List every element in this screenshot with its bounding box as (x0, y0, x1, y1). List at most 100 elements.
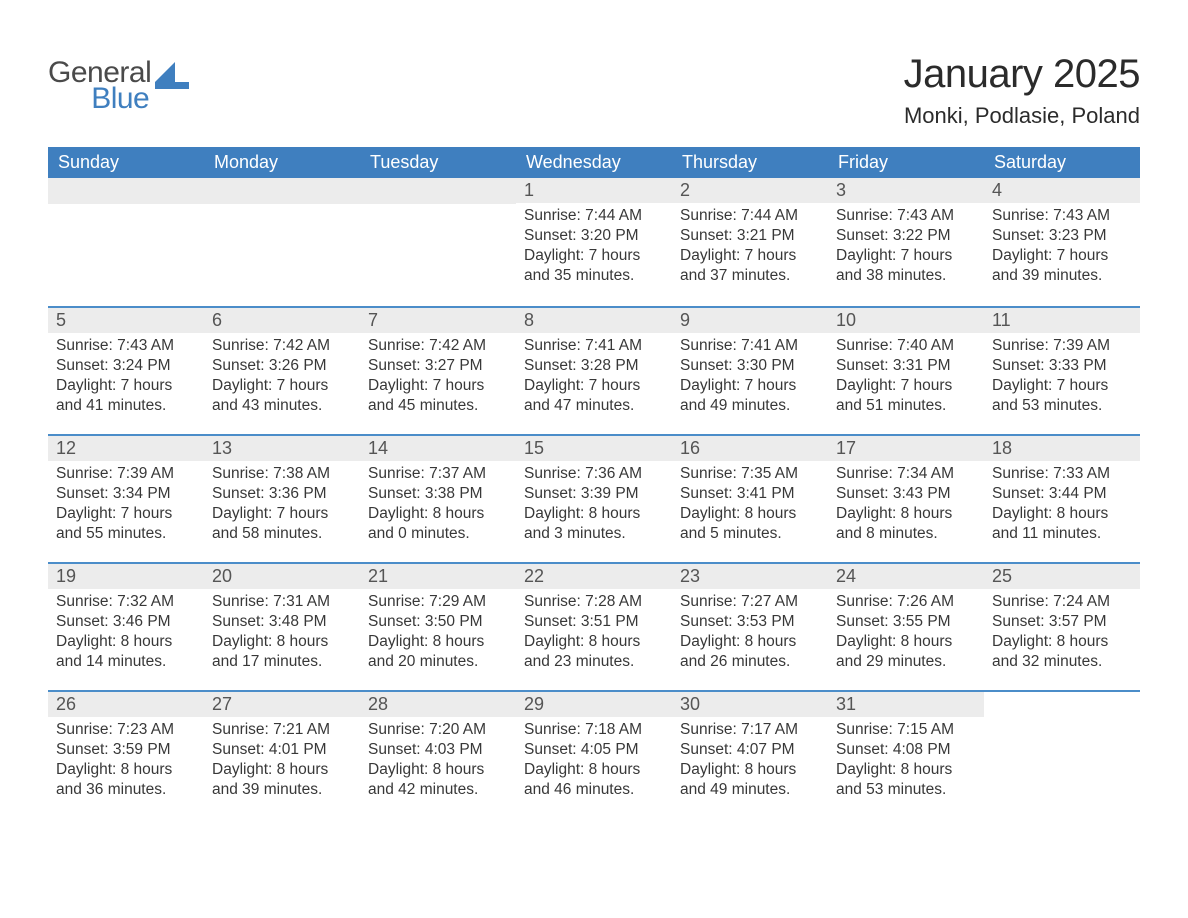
sunset-line: Sunset: 3:36 PM (212, 484, 352, 504)
empty-day (984, 690, 1140, 696)
calendar-week-row: 1Sunrise: 7:44 AMSunset: 3:20 PMDaylight… (48, 178, 1140, 306)
sunrise-line: Sunrise: 7:26 AM (836, 592, 976, 612)
sunrise-line: Sunrise: 7:38 AM (212, 464, 352, 484)
day-number: 2 (672, 178, 828, 203)
sunset-line: Sunset: 4:01 PM (212, 740, 352, 760)
day-number: 23 (672, 562, 828, 589)
sunset-line: Sunset: 3:46 PM (56, 612, 196, 632)
sunset-line: Sunset: 3:41 PM (680, 484, 820, 504)
sunset-line: Sunset: 3:59 PM (56, 740, 196, 760)
sunrise-line: Sunrise: 7:23 AM (56, 720, 196, 740)
calendar-cell: 29Sunrise: 7:18 AMSunset: 4:05 PMDayligh… (516, 690, 672, 818)
day-number: 21 (360, 562, 516, 589)
daylight-line: Daylight: 7 hours and 58 minutes. (212, 504, 352, 544)
sunset-line: Sunset: 3:21 PM (680, 226, 820, 246)
day-details: Sunrise: 7:31 AMSunset: 3:48 PMDaylight:… (204, 589, 360, 678)
day-number: 19 (48, 562, 204, 589)
sunrise-line: Sunrise: 7:43 AM (56, 336, 196, 356)
sunrise-line: Sunrise: 7:34 AM (836, 464, 976, 484)
sunset-line: Sunset: 3:31 PM (836, 356, 976, 376)
calendar-cell: 14Sunrise: 7:37 AMSunset: 3:38 PMDayligh… (360, 434, 516, 562)
day-number: 25 (984, 562, 1140, 589)
sunset-line: Sunset: 3:23 PM (992, 226, 1132, 246)
daylight-line: Daylight: 8 hours and 17 minutes. (212, 632, 352, 672)
sunset-line: Sunset: 3:30 PM (680, 356, 820, 376)
day-number: 1 (516, 178, 672, 203)
day-number: 31 (828, 690, 984, 717)
sunrise-line: Sunrise: 7:43 AM (836, 206, 976, 226)
daylight-line: Daylight: 8 hours and 32 minutes. (992, 632, 1132, 672)
daylight-line: Daylight: 8 hours and 8 minutes. (836, 504, 976, 544)
calendar-cell: 8Sunrise: 7:41 AMSunset: 3:28 PMDaylight… (516, 306, 672, 434)
day-details: Sunrise: 7:41 AMSunset: 3:28 PMDaylight:… (516, 333, 672, 422)
day-details: Sunrise: 7:21 AMSunset: 4:01 PMDaylight:… (204, 717, 360, 806)
col-monday: Monday (204, 147, 360, 178)
day-number: 18 (984, 434, 1140, 461)
sunrise-line: Sunrise: 7:35 AM (680, 464, 820, 484)
sunrise-line: Sunrise: 7:41 AM (524, 336, 664, 356)
sunset-line: Sunset: 4:03 PM (368, 740, 508, 760)
day-number: 5 (48, 306, 204, 333)
day-details: Sunrise: 7:18 AMSunset: 4:05 PMDaylight:… (516, 717, 672, 806)
calendar-cell: 1Sunrise: 7:44 AMSunset: 3:20 PMDaylight… (516, 178, 672, 306)
day-number: 4 (984, 178, 1140, 203)
calendar-cell: 20Sunrise: 7:31 AMSunset: 3:48 PMDayligh… (204, 562, 360, 690)
calendar-header: Sunday Monday Tuesday Wednesday Thursday… (48, 147, 1140, 178)
day-details: Sunrise: 7:43 AMSunset: 3:23 PMDaylight:… (984, 203, 1140, 292)
day-details: Sunrise: 7:28 AMSunset: 3:51 PMDaylight:… (516, 589, 672, 678)
calendar-cell: 18Sunrise: 7:33 AMSunset: 3:44 PMDayligh… (984, 434, 1140, 562)
page-title: January 2025 (904, 52, 1140, 97)
day-details: Sunrise: 7:43 AMSunset: 3:22 PMDaylight:… (828, 203, 984, 292)
sunset-line: Sunset: 3:53 PM (680, 612, 820, 632)
sunset-line: Sunset: 3:50 PM (368, 612, 508, 632)
sunset-line: Sunset: 3:27 PM (368, 356, 508, 376)
sunrise-line: Sunrise: 7:42 AM (368, 336, 508, 356)
sunset-line: Sunset: 3:22 PM (836, 226, 976, 246)
daylight-line: Daylight: 8 hours and 53 minutes. (836, 760, 976, 800)
day-details: Sunrise: 7:27 AMSunset: 3:53 PMDaylight:… (672, 589, 828, 678)
daylight-line: Daylight: 8 hours and 46 minutes. (524, 760, 664, 800)
day-details: Sunrise: 7:15 AMSunset: 4:08 PMDaylight:… (828, 717, 984, 806)
daylight-line: Daylight: 7 hours and 37 minutes. (680, 246, 820, 286)
daylight-line: Daylight: 8 hours and 26 minutes. (680, 632, 820, 672)
daylight-line: Daylight: 7 hours and 51 minutes. (836, 376, 976, 416)
calendar-cell: 5Sunrise: 7:43 AMSunset: 3:24 PMDaylight… (48, 306, 204, 434)
sunset-line: Sunset: 3:28 PM (524, 356, 664, 376)
calendar-cell: 27Sunrise: 7:21 AMSunset: 4:01 PMDayligh… (204, 690, 360, 818)
sunset-line: Sunset: 4:05 PM (524, 740, 664, 760)
day-details: Sunrise: 7:35 AMSunset: 3:41 PMDaylight:… (672, 461, 828, 550)
sunset-line: Sunset: 3:20 PM (524, 226, 664, 246)
day-number: 16 (672, 434, 828, 461)
daylight-line: Daylight: 8 hours and 20 minutes. (368, 632, 508, 672)
calendar-table: Sunday Monday Tuesday Wednesday Thursday… (48, 147, 1140, 818)
day-details: Sunrise: 7:34 AMSunset: 3:43 PMDaylight:… (828, 461, 984, 550)
brand-logo: General Blue (48, 52, 195, 114)
calendar-cell: 9Sunrise: 7:41 AMSunset: 3:30 PMDaylight… (672, 306, 828, 434)
day-number: 24 (828, 562, 984, 589)
daylight-line: Daylight: 8 hours and 29 minutes. (836, 632, 976, 672)
calendar-cell (204, 178, 360, 306)
day-number: 27 (204, 690, 360, 717)
daylight-line: Daylight: 8 hours and 39 minutes. (212, 760, 352, 800)
day-number: 12 (48, 434, 204, 461)
calendar-cell: 26Sunrise: 7:23 AMSunset: 3:59 PMDayligh… (48, 690, 204, 818)
sunset-line: Sunset: 3:55 PM (836, 612, 976, 632)
sunrise-line: Sunrise: 7:15 AM (836, 720, 976, 740)
day-number: 10 (828, 306, 984, 333)
day-details: Sunrise: 7:44 AMSunset: 3:21 PMDaylight:… (672, 203, 828, 292)
sunrise-line: Sunrise: 7:29 AM (368, 592, 508, 612)
col-thursday: Thursday (672, 147, 828, 178)
day-number: 9 (672, 306, 828, 333)
sunset-line: Sunset: 3:38 PM (368, 484, 508, 504)
sunset-line: Sunset: 3:34 PM (56, 484, 196, 504)
day-details: Sunrise: 7:20 AMSunset: 4:03 PMDaylight:… (360, 717, 516, 806)
daylight-line: Daylight: 8 hours and 0 minutes. (368, 504, 508, 544)
day-details: Sunrise: 7:39 AMSunset: 3:33 PMDaylight:… (984, 333, 1140, 422)
daylight-line: Daylight: 7 hours and 38 minutes. (836, 246, 976, 286)
daylight-line: Daylight: 7 hours and 53 minutes. (992, 376, 1132, 416)
day-number: 30 (672, 690, 828, 717)
day-details: Sunrise: 7:23 AMSunset: 3:59 PMDaylight:… (48, 717, 204, 806)
day-details: Sunrise: 7:17 AMSunset: 4:07 PMDaylight:… (672, 717, 828, 806)
day-details: Sunrise: 7:37 AMSunset: 3:38 PMDaylight:… (360, 461, 516, 550)
day-number: 6 (204, 306, 360, 333)
